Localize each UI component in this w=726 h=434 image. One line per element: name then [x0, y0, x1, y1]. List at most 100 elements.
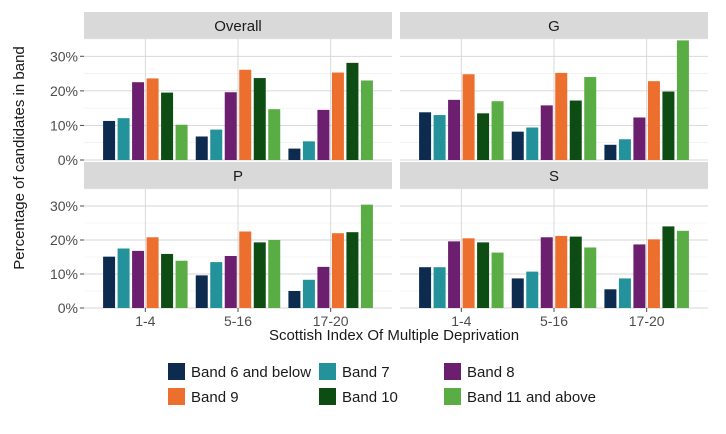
bar	[604, 289, 617, 308]
legend-label: Band 7	[342, 364, 390, 381]
bar	[662, 91, 675, 160]
bar	[555, 72, 568, 160]
y-tick-label: 30%	[50, 48, 78, 64]
bar	[555, 235, 568, 308]
bar	[302, 141, 315, 160]
legend-item: Band 10	[319, 388, 398, 406]
bar	[462, 238, 475, 308]
bar	[433, 267, 446, 308]
bar	[210, 262, 223, 308]
bar	[103, 256, 116, 308]
x-tick-label: 5-16	[224, 313, 252, 329]
bar	[253, 242, 266, 308]
legend-label: Band 9	[191, 389, 239, 406]
x-tick-label: 17-20	[313, 313, 349, 329]
bar	[175, 260, 188, 308]
bar	[584, 77, 597, 160]
bar	[618, 278, 631, 308]
facet-strip	[84, 162, 392, 189]
bar	[317, 109, 330, 160]
bar	[224, 92, 237, 160]
y-tick-label: 10%	[50, 266, 78, 282]
bar	[448, 99, 461, 160]
legend-item: Band 11 and above	[444, 388, 596, 406]
bar	[132, 250, 145, 308]
bar	[511, 278, 524, 308]
legend-swatch	[444, 363, 461, 380]
legend: Band 6 and below Band 7 Band 8 Band 9 Band 1…	[168, 363, 596, 406]
bar	[253, 78, 266, 160]
panels: Overall G P S	[84, 12, 708, 309]
legend-swatch	[319, 388, 336, 405]
legend-swatch	[168, 363, 185, 380]
x-tick-label: 1-4	[451, 313, 471, 329]
bar	[676, 40, 689, 160]
bar	[210, 129, 223, 160]
bar	[224, 255, 237, 308]
bar	[239, 69, 252, 160]
bar	[647, 239, 660, 308]
bar	[331, 233, 344, 308]
bar	[491, 252, 504, 308]
legend-label: Band 8	[467, 364, 515, 381]
facet-strip	[400, 162, 708, 189]
legend-item: Band 9	[168, 388, 239, 406]
y-tick-label: 20%	[50, 232, 78, 248]
bar	[419, 267, 432, 308]
legend-swatch	[319, 363, 336, 380]
bar	[604, 144, 617, 160]
bar	[433, 115, 446, 160]
bar	[146, 78, 159, 160]
bar	[462, 74, 475, 160]
bar	[569, 236, 582, 308]
legend-item: Band 8	[444, 363, 515, 381]
bar	[161, 253, 174, 308]
y-tick-label: 20%	[50, 83, 78, 99]
bar	[117, 118, 130, 160]
bar	[360, 204, 373, 308]
facet-title: Overall	[214, 18, 262, 35]
bar	[268, 240, 281, 308]
y-tick-label: 0%	[58, 300, 78, 316]
bar	[491, 101, 504, 160]
bar	[195, 136, 208, 160]
bar	[540, 105, 553, 160]
bar	[288, 291, 301, 308]
bar	[662, 226, 675, 308]
y-axis-title: Percentage of candidates in band	[11, 46, 28, 270]
bar	[346, 232, 359, 308]
legend-item: Band 7	[319, 363, 390, 381]
y-tick-label: 10%	[50, 117, 78, 133]
x-tick-label: 1-4	[135, 313, 155, 329]
bar	[477, 242, 490, 308]
legend-label: Band 11 and above	[467, 389, 596, 406]
bar	[268, 109, 281, 160]
panel-overall: Overall	[84, 12, 392, 161]
legend-swatch	[168, 388, 185, 405]
y-tick-label: 0%	[58, 152, 78, 168]
facet-title: S	[549, 168, 559, 185]
bar	[239, 231, 252, 308]
bar	[175, 124, 188, 160]
bar	[132, 82, 145, 160]
legend-label: Band 6 and below	[191, 364, 311, 381]
bar	[419, 112, 432, 160]
bar	[360, 80, 373, 160]
bar	[103, 120, 116, 160]
facet-strip	[400, 12, 708, 39]
legend-item: Band 6 and below	[168, 363, 311, 381]
bar	[569, 100, 582, 160]
bar	[331, 72, 344, 160]
bar	[618, 139, 631, 160]
bar	[633, 117, 646, 160]
facet-strip	[84, 12, 392, 39]
bar	[647, 81, 660, 160]
panel-p: P	[84, 162, 392, 309]
x-tick-label: 5-16	[540, 313, 568, 329]
bar	[146, 237, 159, 308]
bar	[195, 275, 208, 308]
y-tick-label: 30%	[50, 198, 78, 214]
legend-label: Band 10	[342, 389, 398, 406]
x-tick-label: 17-20	[629, 313, 665, 329]
